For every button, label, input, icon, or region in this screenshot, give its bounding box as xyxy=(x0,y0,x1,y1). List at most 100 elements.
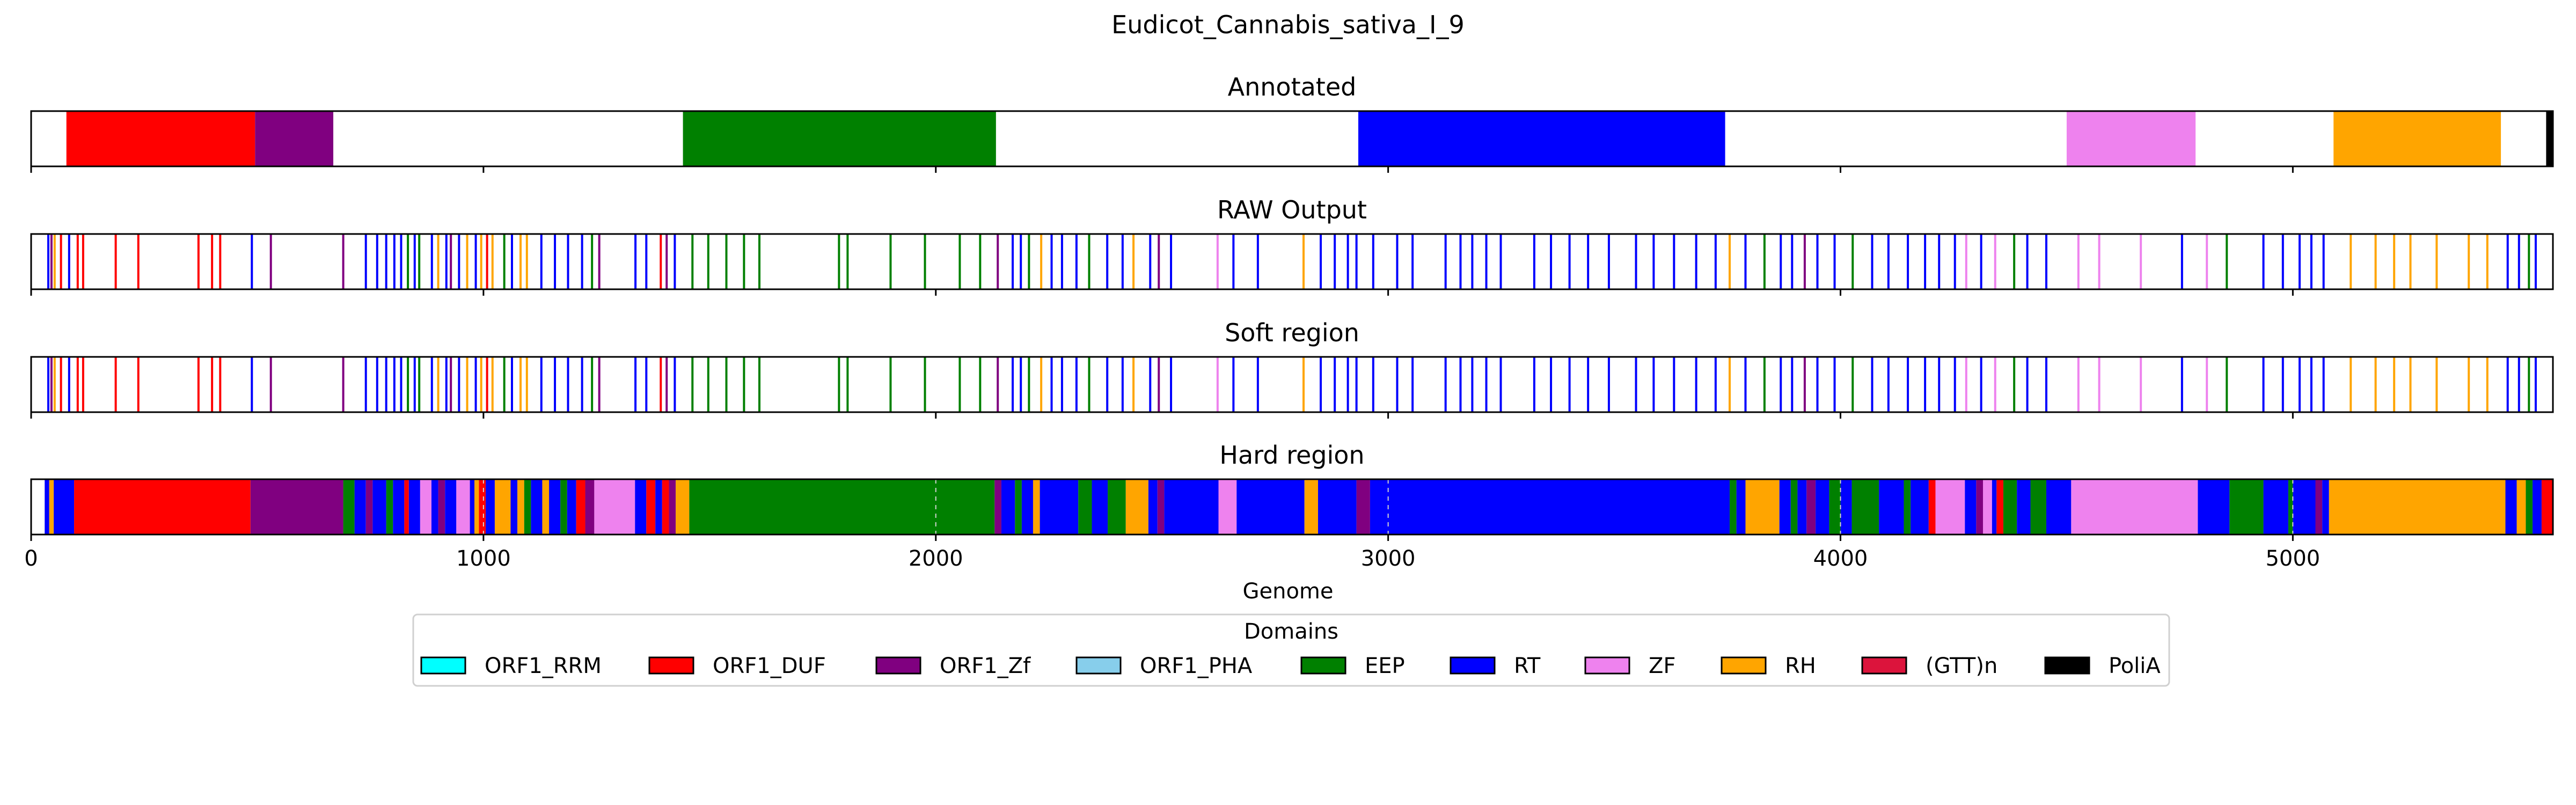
segment-rt xyxy=(2198,479,2230,535)
segment-rt xyxy=(2263,479,2288,535)
legend-swatch xyxy=(1721,656,1767,675)
segment-eep xyxy=(1904,479,1911,535)
segment-eep xyxy=(386,479,393,535)
segment-eep xyxy=(1851,479,1879,535)
segment-rt xyxy=(2293,479,2316,535)
segment-rt xyxy=(567,479,576,535)
segment-rt xyxy=(1965,479,1977,535)
segment-rt xyxy=(54,479,75,535)
segment-rt xyxy=(1840,479,1852,535)
segment-zf xyxy=(1982,479,1992,535)
segment-zf xyxy=(1935,479,1965,535)
segment-rh xyxy=(49,479,54,535)
legend-entry-orf1-rrm: ORF1_RRM xyxy=(420,654,602,678)
legend-label: ORF1_PHA xyxy=(1140,654,1253,678)
legend-swatch xyxy=(420,656,466,675)
segment-rh xyxy=(1125,479,1148,535)
segment-rh xyxy=(542,479,550,535)
segment-rt xyxy=(1779,479,1791,535)
segment-rt xyxy=(470,479,475,535)
segment-eep xyxy=(1829,479,1841,535)
legend-label: (GTT)n xyxy=(1926,654,1997,678)
segment-rt xyxy=(1001,479,1015,535)
track-frame xyxy=(30,233,2554,290)
segment-orf1-duf xyxy=(66,111,255,166)
segment-orf1-duf xyxy=(404,479,409,535)
x-tick-label: 4000 xyxy=(1813,546,1868,571)
segment-rt xyxy=(531,479,543,535)
segment-orf1-zf xyxy=(438,479,445,535)
legend-swatch xyxy=(1861,656,1907,675)
track-frame xyxy=(30,110,2554,167)
segment-rt xyxy=(1358,111,1725,166)
segment-rt xyxy=(1370,479,1730,535)
segment-rt xyxy=(1040,479,1079,535)
legend-label: ORF1_DUF xyxy=(713,654,826,678)
segment-rh xyxy=(1033,479,1040,535)
segment-orf1-zf xyxy=(250,479,343,535)
track-frame xyxy=(30,356,2554,413)
track-annotated: Annotated xyxy=(30,72,2554,173)
segment-eep xyxy=(2526,479,2533,535)
legend-entry-orf1-zf: ORF1_Zf xyxy=(875,654,1031,678)
segment-rh xyxy=(1304,479,1318,535)
chart-title: Eudicot_Cannabis_sativa_I_9 xyxy=(1111,10,1465,39)
segment-rt xyxy=(354,479,366,535)
track-soft-region: Soft region xyxy=(30,318,2554,419)
segment-rt xyxy=(1736,479,1746,535)
segment-eep xyxy=(2229,479,2264,535)
segment-zf xyxy=(2071,479,2198,535)
segment-orf1-zf xyxy=(669,479,676,535)
segment-rt xyxy=(45,479,49,535)
legend-swatch xyxy=(1300,656,1346,675)
segment-rh xyxy=(474,479,479,535)
legend-title: Domains xyxy=(1244,619,1338,644)
segment-orf1-zf xyxy=(585,479,595,535)
legend-entry-orf1-duf: ORF1_DUF xyxy=(648,654,826,678)
legend-entry-orf1-pha: ORF1_PHA xyxy=(1075,654,1253,678)
segment-rt xyxy=(1797,479,1807,535)
segment-rt xyxy=(1816,479,1829,535)
segment-eep xyxy=(2288,479,2293,535)
segment-zf xyxy=(594,479,635,535)
x-axis-label: Genome xyxy=(1242,579,1333,604)
segment-rh xyxy=(494,479,511,535)
x-tick-label: 5000 xyxy=(2265,546,2320,571)
segment-rt xyxy=(1148,479,1158,535)
segment-rt xyxy=(431,479,438,535)
segment-orf1-duf xyxy=(479,479,486,535)
segment-eep xyxy=(689,479,995,535)
segment-orf1-duf xyxy=(646,479,656,535)
legend-entry--gtt-n: (GTT)n xyxy=(1861,654,1997,678)
segment-polia xyxy=(2546,111,2553,166)
track-hard-region: Hard region 0 1000 2000 3000 4000 5000 xyxy=(24,441,2554,571)
segment-rt xyxy=(445,479,457,535)
segment-rt xyxy=(1318,479,1357,535)
segment-orf1-duf xyxy=(1928,479,1936,535)
segment-orf1-duf xyxy=(662,479,669,535)
segment-rt xyxy=(2046,479,2072,535)
segment-rt xyxy=(1992,479,1997,535)
track-title: Soft region xyxy=(1225,318,1359,347)
legend-swatch xyxy=(1584,656,1630,675)
segment-eep xyxy=(683,111,996,166)
segment-orf1-zf xyxy=(2315,479,2323,535)
segment-rt xyxy=(2533,479,2542,535)
segment-zf xyxy=(2066,111,2196,166)
legend-label: ZF xyxy=(1649,654,1675,678)
segment-rt xyxy=(1164,479,1219,535)
legend: Domains ORF1_RRM ORF1_DUF ORF1_Zf ORF1_PHA EE… xyxy=(412,613,2170,687)
segment-rt xyxy=(393,479,405,535)
x-tick-label: 0 xyxy=(24,546,38,571)
segment-eep xyxy=(1790,479,1798,535)
segment-rt xyxy=(408,479,420,535)
segment-rh xyxy=(2333,111,2501,166)
x-tick-label: 1000 xyxy=(456,546,511,571)
segment-rt xyxy=(1021,479,1033,535)
legend-label: EEP xyxy=(1365,654,1405,678)
segment-rt xyxy=(1911,479,1929,535)
segment-eep xyxy=(343,479,355,535)
legend-entry-rt: RT xyxy=(1450,654,1541,678)
segment-rt xyxy=(655,479,662,535)
segment-rt xyxy=(2505,479,2517,535)
